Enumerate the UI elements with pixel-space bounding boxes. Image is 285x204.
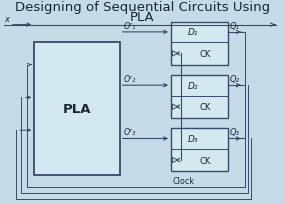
Text: Q₂: Q₂ [229,75,239,84]
Text: PLA: PLA [130,11,155,24]
Bar [171,75,228,118]
Text: Q₃: Q₃ [229,128,239,137]
Bar [34,43,120,175]
Bar [171,129,228,171]
Text: CK: CK [200,50,211,59]
Text: CK: CK [200,103,211,112]
Text: D₃: D₃ [188,134,198,143]
Text: CK: CK [200,156,211,165]
Text: Q₁: Q₁ [229,22,239,31]
Text: PLA: PLA [63,103,91,116]
Text: Oᵀ₃: Oᵀ₃ [124,128,136,137]
Text: Oᵀ₂: Oᵀ₂ [124,75,136,84]
Text: Clock: Clock [173,176,195,185]
Text: D₂: D₂ [188,81,198,90]
Text: D₁: D₁ [188,28,198,37]
Text: Oᵀ₁: Oᵀ₁ [124,22,136,31]
Text: x: x [4,14,9,23]
Bar [171,22,228,65]
Text: Designing of Sequential Circuits Using: Designing of Sequential Circuits Using [15,1,270,14]
